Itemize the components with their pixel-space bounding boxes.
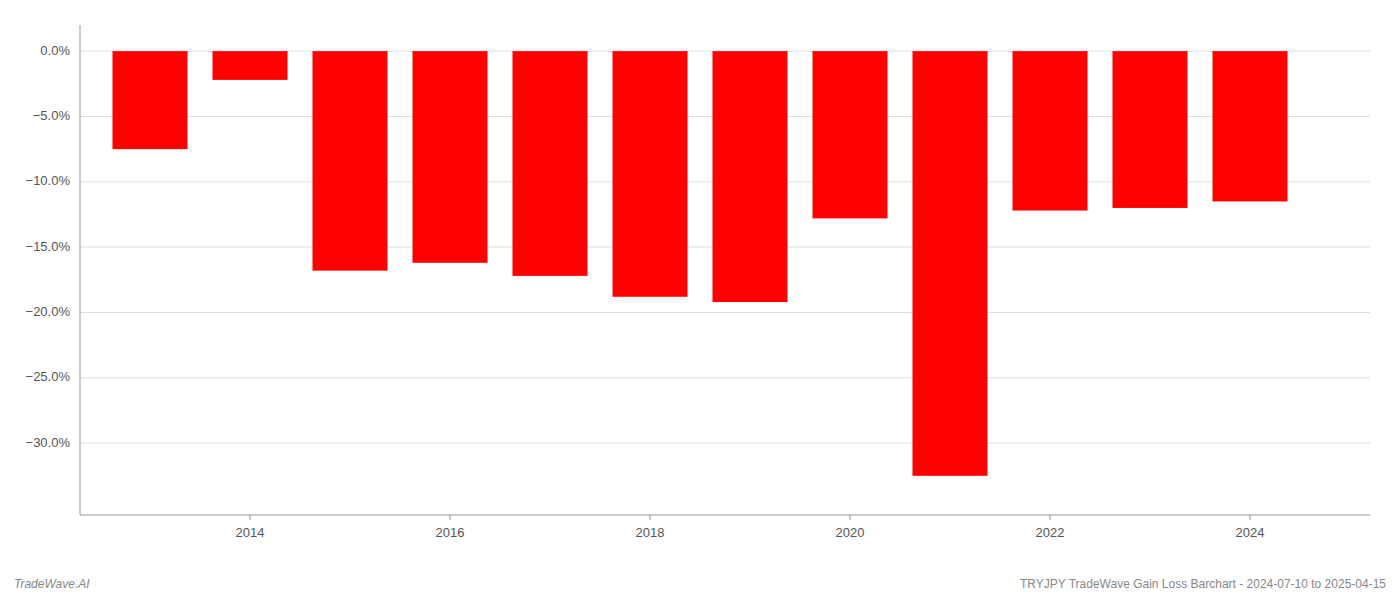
y-axis-line — [80, 25, 81, 515]
bar — [1213, 51, 1288, 201]
x-tick — [1250, 515, 1251, 520]
x-tick — [1050, 515, 1051, 520]
y-axis: 0.0% −5.0% −10.0% −15.0% −20.0% −25.0% −30.0% — [26, 43, 71, 450]
y-tick-label: −5.0% — [33, 108, 71, 123]
y-tick-label: −15.0% — [26, 239, 71, 254]
y-tick-label: −10.0% — [26, 173, 71, 188]
x-tick-label: 2014 — [236, 525, 265, 540]
grid-line — [80, 312, 1370, 313]
bar — [1113, 51, 1188, 208]
x-tick — [450, 515, 451, 520]
footer-left: TradeWave.AI — [14, 577, 90, 591]
bar — [613, 51, 688, 297]
x-tick-label: 2016 — [436, 525, 465, 540]
x-tick — [250, 515, 251, 520]
bar — [313, 51, 388, 271]
bar — [213, 51, 288, 80]
bar — [113, 51, 188, 149]
bar — [413, 51, 488, 263]
x-axis: 2014 2016 2018 2020 2022 2024 — [236, 515, 1265, 540]
y-tick-label: −25.0% — [26, 369, 71, 384]
y-tick-label: −20.0% — [26, 304, 71, 319]
x-axis-line — [80, 515, 1370, 516]
x-tick-label: 2022 — [1036, 525, 1065, 540]
bar — [1013, 51, 1088, 210]
grid-line — [80, 377, 1370, 378]
chart-svg: 0.0% −5.0% −10.0% −15.0% −20.0% −25.0% −30.0% 2… — [0, 0, 1400, 600]
y-grid — [80, 51, 1370, 443]
x-tick-label: 2018 — [636, 525, 665, 540]
bars — [113, 51, 1288, 476]
footer-right: TRYJPY TradeWave Gain Loss Barchart - 20… — [1020, 577, 1386, 591]
x-tick-label: 2020 — [836, 525, 865, 540]
grid-line — [80, 443, 1370, 444]
y-tick-label: 0.0% — [40, 43, 70, 58]
x-tick-label: 2024 — [1236, 525, 1265, 540]
bar — [913, 51, 988, 476]
x-tick — [650, 515, 651, 520]
bar — [513, 51, 588, 276]
x-tick — [850, 515, 851, 520]
chart-container: 0.0% −5.0% −10.0% −15.0% −20.0% −25.0% −30.0% 2… — [0, 0, 1400, 600]
bar — [713, 51, 788, 302]
y-tick-label: −30.0% — [26, 435, 71, 450]
bar — [813, 51, 888, 218]
